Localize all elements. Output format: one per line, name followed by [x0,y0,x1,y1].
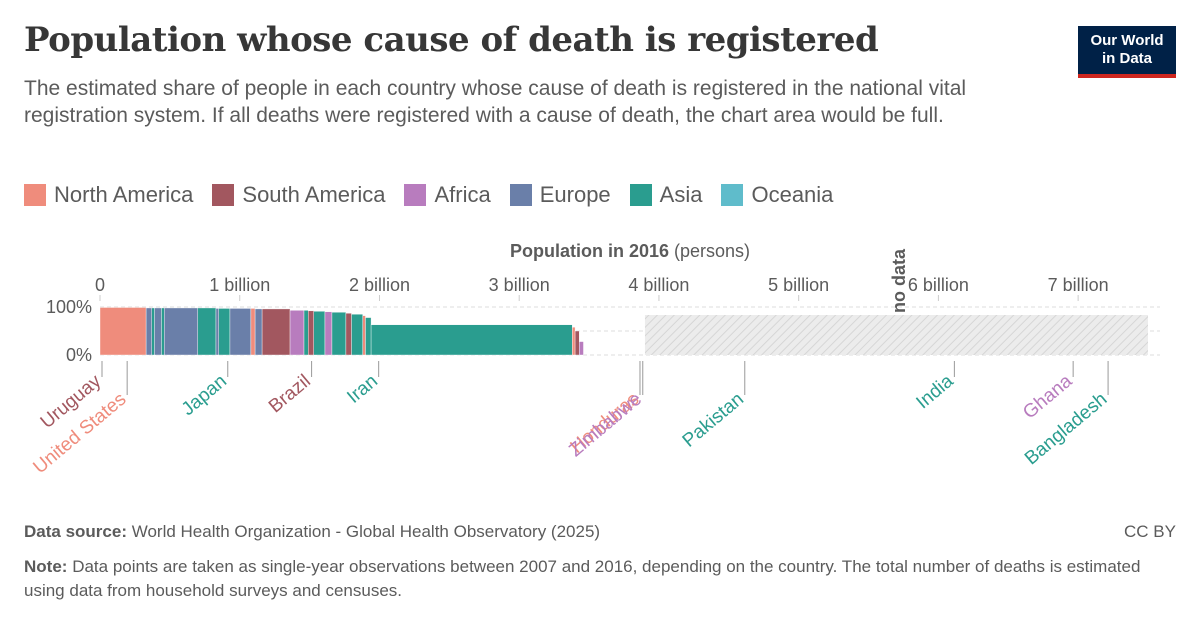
bar-segment [218,308,231,356]
legend-swatch [24,184,46,206]
no-data-region: no data [644,248,1148,355]
bar-segment [572,326,576,356]
x-axis-title-main: Population in 2016 [510,241,669,261]
x-tick-label: 4 billion [628,275,689,295]
chart-title: Population whose cause of death is regis… [24,20,879,60]
x-tick-label: 0 [95,275,105,295]
note-label: Note: [24,557,68,576]
legend-label: Oceania [751,182,834,207]
x-axis-title-unit: (persons) [674,241,750,261]
chart-subtitle: The estimated share of people in each co… [24,77,967,127]
bar-segment [370,324,573,356]
legend-label: South America [242,182,386,207]
legend-item-oceania[interactable]: Oceania [721,182,833,208]
no-data-label: no data [889,248,909,313]
bar-segment [308,310,314,356]
data-source: Data source: World Health Organization -… [24,522,600,542]
chart-area: Population in 2016 (persons) 0 1 billion 2… [29,241,1160,478]
bar-segment [313,311,326,356]
x-tick-label: 3 billion [489,275,550,295]
bar-segment [331,312,347,356]
bar-segment [574,330,580,356]
country-label: Zimbabwe [565,389,646,461]
legend-swatch [509,184,532,206]
x-tick-label: 5 billion [768,275,829,295]
x-tick-label: 1 billion [209,275,270,295]
legend-label: Europe [539,182,611,207]
bar-segment [303,310,309,356]
legend-swatch [404,184,427,206]
bar-segment [151,307,155,356]
bar-segment [289,310,305,356]
legend-label: North America [54,182,194,207]
logo-line-2: in Data [1101,50,1152,67]
country-label: Pakistan [679,389,748,452]
license[interactable]: CC BY [1124,522,1176,541]
x-tick-label: 6 billion [908,275,969,295]
no-data-area [644,315,1148,355]
y-tick-label: 100% [46,297,92,317]
logo-line-1: Our World [1090,32,1164,49]
legend-swatch [212,184,235,206]
bar-segment [250,308,256,356]
legend-swatch [721,184,744,206]
bar-segment [145,307,152,356]
bar-segment [99,307,147,356]
bar-segment [362,315,366,356]
legend-swatch [629,184,652,206]
legend-item-south-america[interactable]: South America [212,182,385,208]
legend-item-europe[interactable]: Europe [509,182,611,208]
bar-segment [154,307,162,356]
x-tick-label: 2 billion [349,275,410,295]
bar-segment [164,307,199,356]
country-label: Iran [343,371,382,408]
bar-segment [579,341,584,356]
legend-item-africa[interactable]: Africa [404,182,491,208]
bar-segment [365,317,372,356]
country-label: Brazil [265,371,315,418]
bar-segment [215,308,219,356]
x-tick-label: 7 billion [1048,275,1109,295]
bar-segment [197,307,217,356]
legend-item-north-america[interactable]: North America [24,182,193,208]
legend: North America South America Africa Europ… [24,182,833,208]
x-axis-title: Population in 2016 (persons) [510,241,750,261]
country-label: India [913,370,958,413]
bars [99,307,584,356]
legend-label: Asia [659,182,703,207]
source-text[interactable]: World Health Organization - Global Healt… [131,522,601,541]
bar-segment [161,307,165,356]
y-tick-label: 0% [66,345,92,365]
country-label: Japan [178,371,231,420]
note-text: Data points are taken as single-year obs… [24,557,1141,600]
legend-label: Africa [434,182,491,207]
bar-segment [229,308,252,356]
x-axis-ticks: 0 1 billion 2 billion 3 billion 4 billion 5 b… [95,275,1109,301]
bar-segment [345,313,352,356]
bar-segment [254,308,263,356]
note: Note: Data points are taken as single-ye… [24,555,1144,603]
bar-segment [324,311,333,356]
legend-item-asia[interactable]: Asia [629,182,703,208]
source-label: Data source: [24,522,127,541]
bar-segment [261,308,291,356]
bar-segment [351,313,363,356]
owid-logo[interactable]: Our World in Data [1078,26,1176,78]
